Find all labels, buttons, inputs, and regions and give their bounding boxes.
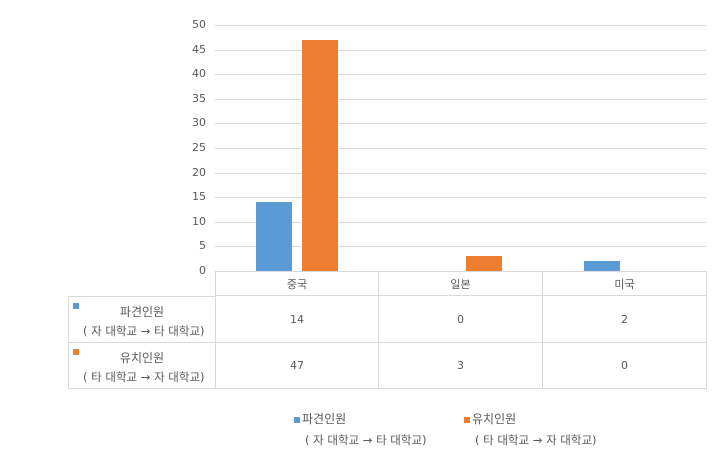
y-tick: 0 [199,264,206,277]
table-cell: 14 [215,296,379,343]
gridline [215,148,706,149]
gridline [215,50,706,51]
category-label: 미국 [614,277,635,291]
legend-sublabel: ( 타 대학교 → 자 대학교) [475,433,597,447]
table-row-label: 파견인원 ( 자 대학교 → 타 대학교) [68,296,216,343]
bar [466,256,502,271]
bar [256,202,292,271]
legend-item: 파견인원 [294,410,346,427]
series-name: 유치인원 [119,351,165,365]
series-subname: ( 자 대학교 → 타 대학교) [83,324,205,338]
gridline [215,197,706,198]
y-tick: 40 [192,67,206,80]
series-name: 파견인원 [119,305,165,319]
y-tick: 45 [192,43,206,56]
y-tick: 5 [199,239,206,252]
table-cell: 0 [379,296,543,343]
cell-value: 14 [290,312,304,326]
cell-value: 0 [457,312,464,326]
gridline [215,74,706,75]
legend-label: 파견인원 [302,412,347,426]
gridline [215,25,706,26]
y-tick: 15 [192,190,206,203]
gridline [215,99,706,100]
series-subname: ( 타 대학교 → 자 대학교) [83,370,205,384]
legend-label: 유치인원 [472,412,517,426]
legend-key-icon [73,349,79,355]
table-header-cell: 중국 [215,271,379,296]
cell-value: 2 [621,312,628,326]
bar [302,39,338,271]
gridline [215,222,706,223]
gridline [215,123,706,124]
category-label: 일본 [450,277,471,291]
y-tick: 20 [192,166,206,179]
bar [584,261,620,271]
table-header-cell: 미국 [543,271,707,296]
gridline [215,246,706,247]
cell-value: 0 [621,359,628,372]
legend-key-icon [73,303,79,309]
table-header-cell: 일본 [379,271,543,296]
y-tick: 10 [192,215,206,228]
table-cell: 3 [379,343,543,389]
y-tick: 35 [192,92,206,105]
legend-swatch-icon [294,416,300,423]
table-cell: 0 [543,343,707,389]
legend-item: 유치인원 [464,410,516,427]
cell-value: 47 [290,359,304,372]
category-label: 중국 [286,277,308,291]
legend-swatch-icon [464,416,470,423]
table-cell: 2 [543,296,707,343]
cell-value: 3 [457,359,464,372]
y-tick: 30 [192,116,206,129]
table-row-label: 유치인원 ( 타 대학교 → 자 대학교) [68,343,216,389]
gridline [215,173,706,174]
y-tick: 50 [192,18,206,31]
table-cell: 47 [215,343,379,389]
legend-sublabel: ( 자 대학교 → 타 대학교) [305,433,427,447]
y-tick: 25 [192,141,206,154]
